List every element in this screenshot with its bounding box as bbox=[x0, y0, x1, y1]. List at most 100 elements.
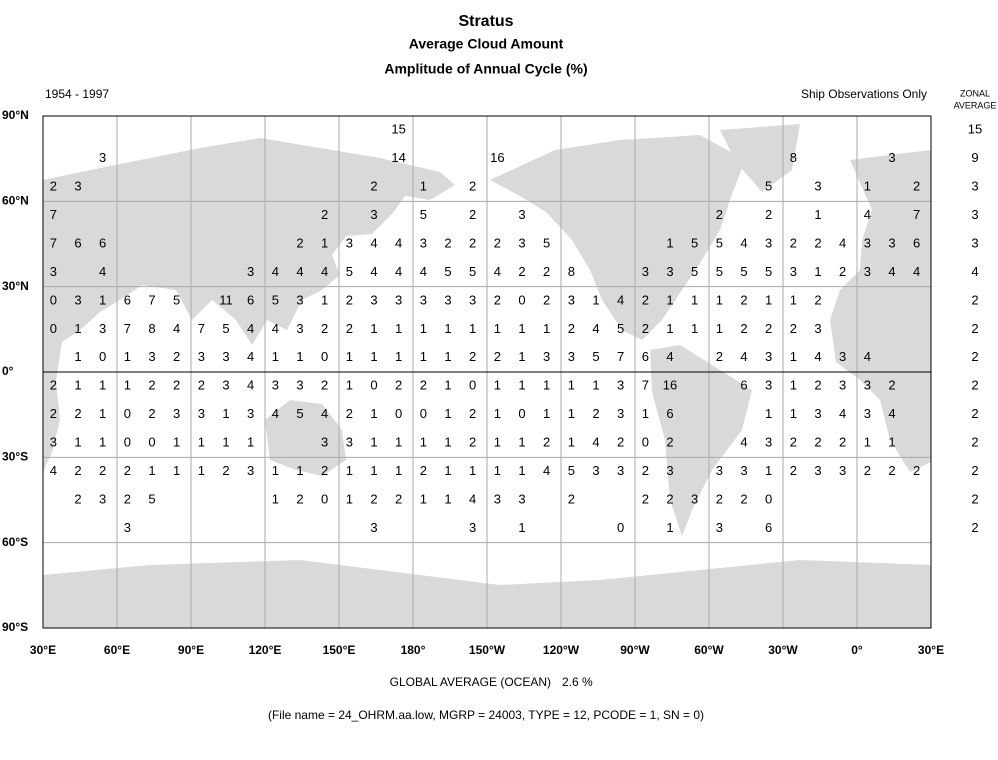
cell-value: 2 bbox=[444, 235, 451, 250]
cell-value: 7 bbox=[913, 207, 920, 222]
cell-value: 2 bbox=[543, 292, 550, 307]
cell-value: 2 bbox=[888, 463, 895, 478]
zonal-average: 2 bbox=[971, 292, 978, 307]
zonal-average: 3 bbox=[971, 235, 978, 250]
cell-value: 1 bbox=[296, 463, 303, 478]
cell-value: 2 bbox=[469, 435, 476, 450]
cell-value: 3 bbox=[790, 264, 797, 279]
cell-value: 7 bbox=[50, 235, 57, 250]
cell-value: 1 bbox=[395, 435, 402, 450]
cell-value: 5 bbox=[444, 264, 451, 279]
lon-tick-label: 60°W bbox=[694, 643, 724, 657]
cell-value: 7 bbox=[642, 378, 649, 393]
cell-value: 1 bbox=[420, 491, 427, 506]
cell-value: 1 bbox=[494, 378, 501, 393]
cell-value: 2 bbox=[814, 435, 821, 450]
cell-value: 8 bbox=[790, 150, 797, 165]
cell-value: 2 bbox=[50, 179, 57, 194]
cell-value: 1 bbox=[494, 463, 501, 478]
cell-value: 2 bbox=[814, 235, 821, 250]
cell-value: 4 bbox=[888, 264, 895, 279]
zonal-average: 15 bbox=[968, 122, 982, 137]
cell-value: 0 bbox=[148, 435, 155, 450]
south-america bbox=[650, 345, 752, 536]
cell-value: 2 bbox=[568, 321, 575, 336]
cell-value: 1 bbox=[370, 321, 377, 336]
zonal-average: 2 bbox=[971, 491, 978, 506]
cell-value: 2 bbox=[617, 435, 624, 450]
cell-value: 1 bbox=[420, 435, 427, 450]
cell-value: 1 bbox=[370, 406, 377, 421]
cell-value: 2 bbox=[420, 463, 427, 478]
cell-value: 1 bbox=[272, 463, 279, 478]
cell-value: 3 bbox=[518, 235, 525, 250]
cell-value: 0 bbox=[99, 349, 106, 364]
cell-value: 0 bbox=[124, 406, 131, 421]
cell-value: 2 bbox=[568, 491, 575, 506]
cell-value: 3 bbox=[370, 207, 377, 222]
cell-value: 2 bbox=[50, 378, 57, 393]
cell-value: 2 bbox=[790, 235, 797, 250]
cell-value: 1 bbox=[592, 292, 599, 307]
cell-value: 2 bbox=[74, 406, 81, 421]
cell-value: 3 bbox=[222, 349, 229, 364]
cell-value: 3 bbox=[814, 321, 821, 336]
europe-africa bbox=[830, 150, 931, 472]
cell-value: 1 bbox=[272, 349, 279, 364]
cell-value: 4 bbox=[740, 435, 747, 450]
zonal-average: 2 bbox=[971, 321, 978, 336]
cell-value: 3 bbox=[148, 349, 155, 364]
cell-value: 2 bbox=[518, 264, 525, 279]
cell-value: 4 bbox=[494, 264, 501, 279]
cell-value: 3 bbox=[666, 264, 673, 279]
cell-value: 1 bbox=[346, 378, 353, 393]
cell-value: 2 bbox=[370, 491, 377, 506]
cell-value: 4 bbox=[740, 349, 747, 364]
title: Stratus bbox=[458, 13, 513, 30]
cell-value: 3 bbox=[691, 491, 698, 506]
cell-value: 3 bbox=[469, 520, 476, 535]
cell-value: 2 bbox=[321, 378, 328, 393]
cell-value: 5 bbox=[691, 235, 698, 250]
cell-value: 1 bbox=[370, 349, 377, 364]
cell-value: 1 bbox=[469, 463, 476, 478]
cell-value: 1 bbox=[543, 321, 550, 336]
cell-value: 5 bbox=[173, 292, 180, 307]
cell-value: 2 bbox=[346, 292, 353, 307]
cell-value: 0 bbox=[321, 349, 328, 364]
cell-value: 4 bbox=[50, 463, 57, 478]
cell-value: 2 bbox=[494, 292, 501, 307]
cell-value: 8 bbox=[148, 321, 155, 336]
cell-value: 2 bbox=[888, 378, 895, 393]
cell-value: 2 bbox=[642, 321, 649, 336]
zonal-average: 2 bbox=[971, 378, 978, 393]
cell-value: 2 bbox=[740, 292, 747, 307]
cell-value: 11 bbox=[219, 292, 233, 307]
cell-value: 4 bbox=[543, 463, 550, 478]
cell-value: 3 bbox=[420, 292, 427, 307]
cell-value: 5 bbox=[716, 235, 723, 250]
cell-value: 1 bbox=[444, 435, 451, 450]
cell-value: 2 bbox=[592, 406, 599, 421]
cell-value: 2 bbox=[74, 491, 81, 506]
cell-value: 3 bbox=[296, 321, 303, 336]
cell-value: 5 bbox=[568, 463, 575, 478]
cell-value: 7 bbox=[617, 349, 624, 364]
cell-value: 1 bbox=[222, 435, 229, 450]
cell-value: 2 bbox=[740, 491, 747, 506]
cell-value: 3 bbox=[765, 349, 772, 364]
zonal-average: 2 bbox=[971, 463, 978, 478]
cell-value: 4 bbox=[370, 235, 377, 250]
zonal-average: 2 bbox=[971, 435, 978, 450]
cell-value: 6 bbox=[740, 378, 747, 393]
cell-value: 1 bbox=[173, 463, 180, 478]
zonal-average: 4 bbox=[971, 264, 978, 279]
cell-value: 2 bbox=[321, 207, 328, 222]
cell-value: 3 bbox=[247, 264, 254, 279]
cell-value: 2 bbox=[346, 321, 353, 336]
cell-value: 3 bbox=[568, 349, 575, 364]
cell-value: 2 bbox=[839, 435, 846, 450]
cell-value: 3 bbox=[716, 520, 723, 535]
cell-value: 3 bbox=[814, 463, 821, 478]
